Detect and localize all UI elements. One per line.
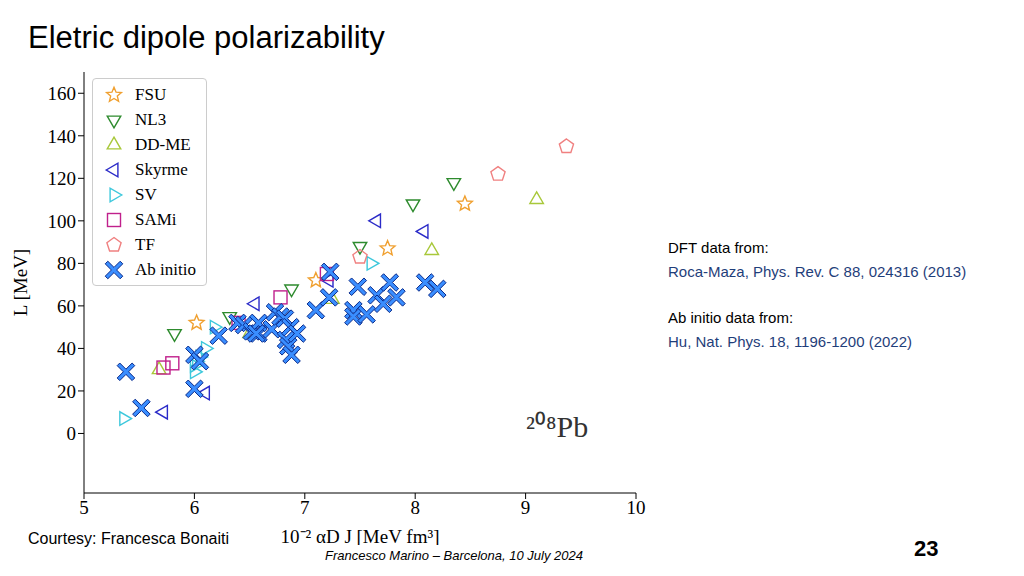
html-text:TF: TF [135, 234, 155, 254]
html-text:23: 23 [914, 536, 939, 561]
svg-text:140: 140 [48, 126, 77, 147]
svg-text:60: 60 [57, 296, 76, 317]
html-text:Francesco Marino – Barcelona,: Francesco Marino – Barcelona, 10 July 20… [325, 548, 583, 563]
svg-text:0: 0 [67, 423, 77, 444]
svg-text:8: 8 [410, 497, 420, 518]
html-text:Hu, Nat. Phys. 18, 1196-1200 (: Hu, Nat. Phys. 18, 1196-1200 (2022) [668, 333, 912, 350]
html-text:Eletric dipole polarizability: Eletric dipole polarizability [28, 20, 385, 55]
svg-text:40: 40 [57, 338, 76, 359]
svg-text:5: 5 [79, 497, 89, 518]
html-text:DD-ME: DD-ME [135, 134, 191, 154]
html-text:SAMi: SAMi [135, 209, 177, 229]
html-text:DFT data from:: DFT data from: [668, 239, 769, 256]
svg-text:L [MeV]: L [MeV] [10, 249, 31, 316]
html-text:Courtesy: Francesca Bonaiti: Courtesy: Francesca Bonaiti [28, 530, 229, 547]
svg-text:160: 160 [48, 83, 77, 104]
svg-text:9: 9 [521, 497, 531, 518]
html-text:NL3: NL3 [135, 109, 167, 129]
html-text:Ab initio: Ab initio [135, 259, 196, 279]
svg-text:120: 120 [48, 168, 77, 189]
svg-text:100: 100 [48, 211, 77, 232]
svg-text:80: 80 [57, 253, 76, 274]
svg-text:20: 20 [57, 381, 76, 402]
svg-text:10: 10 [627, 497, 646, 518]
html-text:FSU: FSU [135, 84, 167, 104]
html-text:Roca-Maza, Phys. Rev. C 88, 02: Roca-Maza, Phys. Rev. C 88, 024316 (2013… [668, 263, 967, 280]
html-text:Ab initio data from:: Ab initio data from: [668, 309, 794, 326]
html-text:SV: SV [135, 184, 157, 204]
svg-text:6: 6 [190, 497, 200, 518]
html-text:Skyrme: Skyrme [135, 159, 188, 179]
svg-text:7: 7 [300, 497, 310, 518]
html-text:²⁰⁸Pb: ²⁰⁸Pb [526, 410, 589, 443]
svg-text:10⁻² αD J [MeV fm³]: 10⁻² αD J [MeV fm³] [281, 526, 440, 545]
